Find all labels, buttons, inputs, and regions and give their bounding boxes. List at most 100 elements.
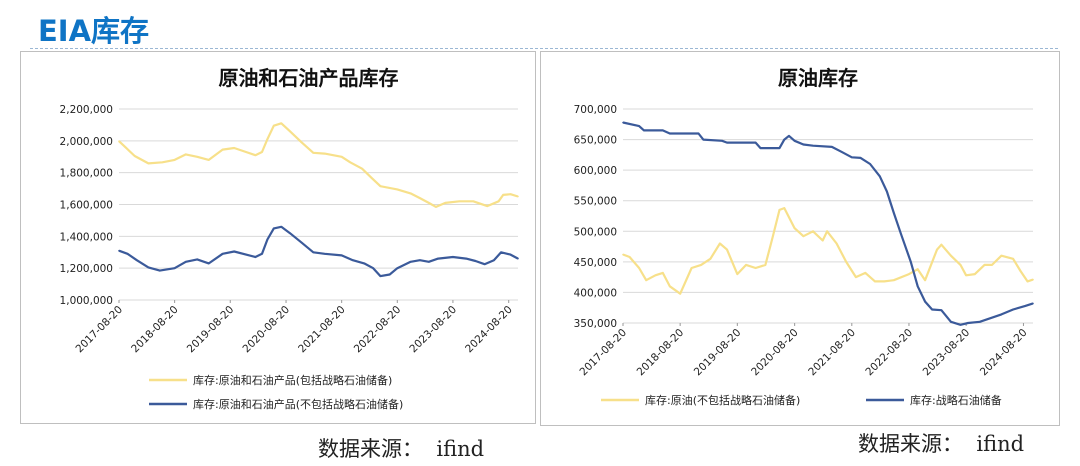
data-point: [261, 151, 263, 153]
data-point: [702, 138, 705, 141]
data-point: [754, 141, 757, 144]
data-point: [147, 162, 150, 165]
source-note-right: 数据来源： ifind: [858, 432, 1025, 456]
data-point: [289, 130, 291, 133]
y-tick-label: 1,000,000: [60, 295, 113, 307]
data-point: [208, 262, 210, 265]
data-point: [910, 261, 912, 263]
data-point: [300, 141, 303, 144]
data-point: [709, 258, 712, 260]
data-point: [736, 273, 739, 275]
x-tick-label: 2020-08-20: [749, 327, 801, 379]
data-point: [974, 273, 976, 275]
y-tick-label: 1,800,000: [60, 168, 113, 180]
data-point: [700, 264, 702, 266]
data-point: [855, 276, 857, 278]
series-line-1: [118, 122, 519, 208]
y-tick-label: 1,200,000: [60, 263, 113, 275]
data-point: [726, 248, 728, 251]
data-point: [233, 147, 235, 149]
data-point: [931, 308, 933, 311]
data-point: [185, 153, 187, 156]
data-point: [721, 140, 723, 142]
data-point: [474, 260, 477, 262]
x-tick-label: 2018-08-20: [635, 327, 687, 379]
data-point: [465, 257, 468, 260]
data-point: [1012, 308, 1014, 311]
data-point: [759, 147, 762, 149]
data-point: [472, 200, 475, 203]
x-tick-label: 2019-08-20: [185, 304, 237, 356]
data-point: [428, 261, 430, 263]
data-point: [788, 135, 790, 137]
y-tick-label: 450,000: [574, 257, 617, 269]
data-point: [340, 254, 343, 257]
data-point: [428, 202, 430, 204]
data-point: [778, 147, 781, 149]
x-tick-label: 2021-08-20: [806, 327, 858, 379]
data-point: [261, 253, 263, 255]
data-point: [502, 194, 505, 196]
data-point: [950, 321, 952, 323]
x-tick-label: 2023-08-20: [407, 304, 459, 356]
x-tick-label: 2018-08-20: [129, 304, 181, 356]
data-point: [793, 227, 796, 229]
data-point: [280, 226, 283, 228]
chart-total-inventory: 原油和石油产品库存 1,000,000 1,200,000 1,400,000 1,60…: [60, 66, 519, 411]
x-tick-label: 2024-08-20: [463, 304, 515, 356]
data-point: [452, 256, 454, 258]
data-point: [419, 259, 421, 261]
data-point: [409, 192, 412, 195]
title-divider: [30, 48, 1058, 49]
data-point: [147, 266, 150, 269]
data-point: [159, 269, 161, 272]
data-point: [950, 254, 952, 257]
data-point: [812, 144, 814, 147]
data-point: [793, 140, 796, 142]
data-point: [435, 206, 437, 208]
data-point: [196, 258, 198, 261]
data-point: [221, 148, 224, 151]
data-point: [133, 155, 136, 157]
data-point: [266, 238, 269, 241]
data-point: [124, 146, 127, 148]
data-point: [379, 275, 382, 277]
data-point: [893, 279, 895, 281]
data-point: [831, 146, 833, 148]
series-line-2: [622, 121, 1034, 326]
data-point: [622, 121, 624, 124]
data-point: [1026, 280, 1029, 283]
y-tick-label: 650,000: [574, 135, 617, 147]
data-point: [266, 138, 269, 140]
data-point: [245, 151, 247, 153]
chart-panel-total-inventory: 原油和石油产品库存 1,000,000 1,200,000 1,400,000 1,60…: [20, 51, 536, 424]
data-point: [924, 300, 926, 303]
data-point: [638, 267, 640, 269]
chart-title: 原油库存: [778, 66, 858, 90]
y-tick-label: 1,400,000: [60, 231, 113, 243]
data-point: [754, 267, 757, 269]
data-point: [845, 261, 847, 263]
x-tick-label: 2017-08-20: [577, 327, 629, 379]
data-point: [161, 161, 164, 164]
data-point: [323, 152, 326, 155]
data-point: [662, 272, 664, 274]
data-point: [802, 235, 805, 237]
data-point: [628, 256, 631, 258]
data-point: [697, 132, 700, 135]
x-tick-label: 2020-08-20: [241, 304, 293, 356]
data-point: [483, 263, 486, 265]
data-point: [273, 227, 275, 230]
data-point: [643, 129, 645, 132]
data-point: [349, 161, 352, 164]
data-point: [300, 241, 303, 244]
y-tick-label: 500,000: [574, 226, 617, 238]
y-tick-label: 350,000: [574, 318, 617, 330]
data-point: [126, 253, 129, 255]
data-point: [879, 175, 881, 178]
data-point: [778, 209, 781, 211]
data-point: [840, 151, 843, 153]
data-point: [517, 257, 519, 260]
data-point: [372, 267, 375, 269]
data-point: [509, 193, 512, 195]
